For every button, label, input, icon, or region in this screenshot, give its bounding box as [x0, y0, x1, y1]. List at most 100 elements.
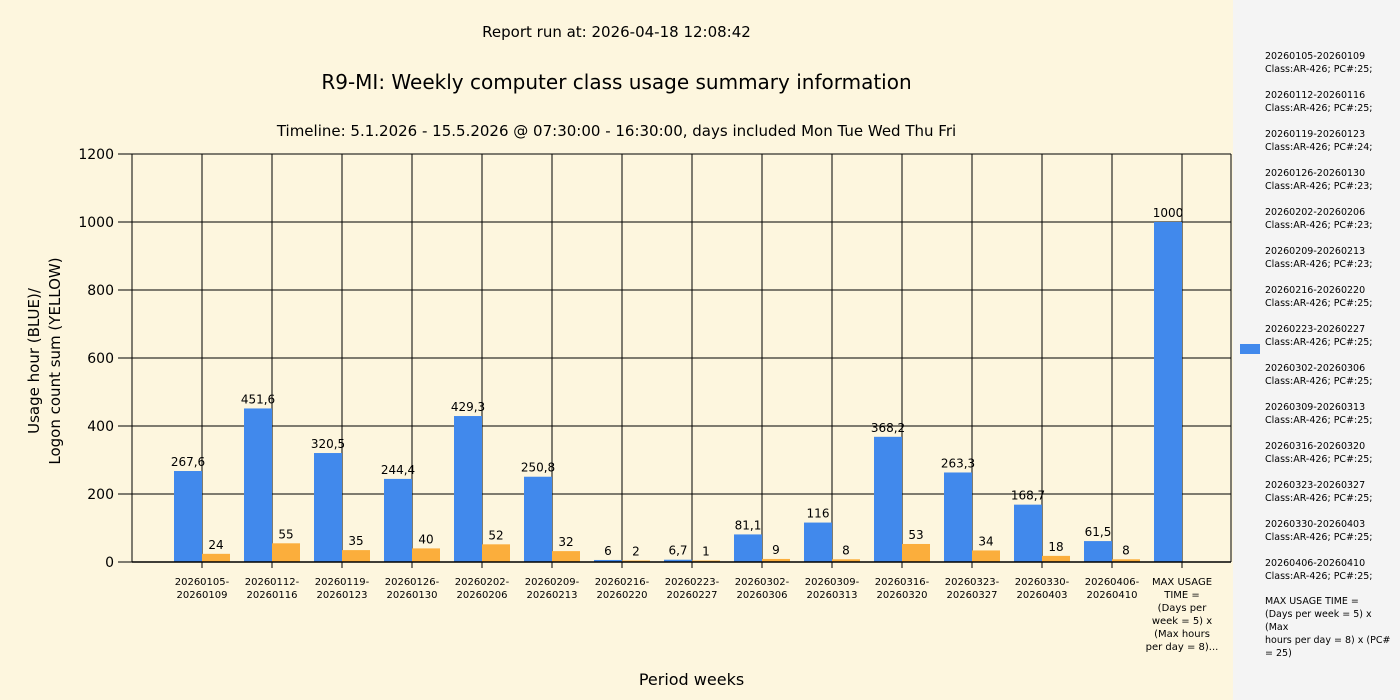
legend-period: 20260223-20260227	[1265, 324, 1366, 335]
legend-period: 20260209-20260213	[1265, 246, 1366, 257]
usage-data-label: 263,3	[941, 456, 975, 470]
logon-bar	[482, 544, 510, 562]
legend-class: Class:AR-426; PC#:25;	[1265, 571, 1373, 582]
usage-bar	[1014, 504, 1042, 562]
usage-data-label: 320,5	[311, 437, 345, 451]
x-tick-label: 20260119-	[315, 577, 370, 588]
timeline-subtitle: Timeline: 5.1.2026 - 15.5.2026 @ 07:30:0…	[276, 122, 957, 140]
legend: 20260105-20260109 Class:AR-426; PC#:25; 20…	[1233, 0, 1400, 700]
x-tick-label: 20260213	[527, 590, 578, 601]
usage-data-label: 1000	[1153, 206, 1184, 220]
logon-data-label: 35	[348, 534, 363, 548]
legend-class: Class:AR-426; PC#:25;	[1265, 493, 1373, 504]
usage-bar	[804, 522, 832, 562]
usage-bar	[734, 534, 762, 562]
usage-data-label: 368,2	[871, 421, 905, 435]
x-tick-label: (Max hours	[1154, 629, 1210, 640]
logon-data-label: 18	[1048, 540, 1063, 554]
logon-bar	[762, 558, 790, 562]
logon-data-label: 8	[842, 543, 850, 557]
logon-data-label: 55	[278, 527, 293, 541]
x-tick-label: 20260123	[317, 590, 368, 601]
logon-bar	[972, 550, 1000, 562]
x-tick-label: 20260130	[387, 590, 438, 601]
x-tick-label: 20260227	[667, 590, 718, 601]
x-tick-label: 20260309-	[805, 577, 860, 588]
x-tick-label: 20260105-	[175, 577, 230, 588]
usage-data-label: 429,3	[451, 400, 485, 414]
usage-bar	[454, 416, 482, 562]
legend-period: 20260302-20260306	[1265, 363, 1366, 374]
logon-data-label: 32	[558, 535, 573, 549]
logon-bar	[902, 543, 930, 562]
usage-bar	[1154, 222, 1182, 562]
legend-period: 20260126-20260130	[1265, 168, 1366, 179]
logon-bar	[832, 559, 860, 562]
usage-data-label: 61,5	[1085, 525, 1112, 539]
usage-bar	[174, 471, 202, 562]
logon-bar	[202, 553, 230, 562]
legend-item: 20260126-20260130 Class:AR-426; PC#:23;	[1265, 167, 1395, 193]
legend-period: 20260309-20260313	[1265, 402, 1366, 413]
legend-class: Class:AR-426; PC#:25;	[1265, 415, 1373, 426]
logon-data-label: 9	[772, 543, 780, 557]
legend-class: Class:AR-426; PC#:25;	[1265, 376, 1373, 387]
x-tick-label: 20260330-	[1015, 577, 1070, 588]
legend-note-line: MAX USAGE TIME =	[1265, 596, 1359, 607]
x-tick-label: 20260306	[737, 590, 788, 601]
legend-item: 20260209-20260213 Class:AR-426; PC#:23;	[1265, 245, 1395, 271]
x-tick-label: 20260116	[247, 590, 298, 601]
y-tick-label: 400	[87, 419, 114, 435]
legend-class: Class:AR-426; PC#:25;	[1265, 454, 1373, 465]
x-tick-label: 20260206	[457, 590, 508, 601]
x-tick-label: 20260209-	[525, 577, 580, 588]
y-tick-label: 600	[87, 351, 114, 367]
legend-swatch-usage	[1240, 344, 1260, 354]
x-tick-label: 20260313	[807, 590, 858, 601]
logon-data-label: 24	[208, 538, 223, 552]
legend-note-line: (Days per week = 5) x (Max	[1265, 609, 1372, 633]
logon-data-label: 2	[632, 545, 640, 559]
logon-data-label: 8	[1122, 543, 1130, 557]
legend-max-usage-note: MAX USAGE TIME = (Days per week = 5) x (M…	[1265, 595, 1395, 660]
legend-period: 20260112-20260116	[1265, 90, 1366, 101]
legend-period: 20260330-20260403	[1265, 519, 1366, 530]
x-axis-label: Period weeks	[638, 670, 745, 689]
legend-class: Class:AR-426; PC#:25;	[1265, 337, 1373, 348]
usage-data-label: 250,8	[521, 461, 555, 475]
legend-item: 20260223-20260227 Class:AR-426; PC#:25;	[1265, 323, 1395, 349]
x-tick-label: 20260220	[597, 590, 648, 601]
logon-bar	[552, 551, 580, 562]
usage-bar	[594, 559, 622, 562]
legend-class: Class:AR-426; PC#:25;	[1265, 103, 1373, 114]
usage-bar	[664, 559, 692, 562]
y-tick-label: 1000	[78, 215, 114, 231]
legend-item: 20260302-20260306 Class:AR-426; PC#:25;	[1265, 362, 1395, 388]
x-tick-label: 20260223-	[665, 577, 720, 588]
logon-data-label: 40	[418, 532, 433, 546]
legend-item: 20260202-20260206 Class:AR-426; PC#:23;	[1265, 206, 1395, 232]
usage-data-label: 267,6	[171, 455, 205, 469]
y-tick-label: 1200	[78, 147, 114, 163]
usage-data-label: 244,4	[381, 463, 415, 477]
chart-title: R9-MI: Weekly computer class usage summa…	[321, 70, 912, 94]
logon-data-label: 53	[908, 528, 923, 542]
legend-item: 20260323-20260327 Class:AR-426; PC#:25;	[1265, 479, 1395, 505]
legend-item: 20260406-20260410 Class:AR-426; PC#:25;	[1265, 557, 1395, 583]
usage-bar	[874, 436, 902, 562]
x-tick-label: (Days per	[1158, 603, 1208, 614]
usage-data-label: 451,6	[241, 392, 275, 406]
x-tick-label: 20260302-	[735, 577, 790, 588]
legend-class: Class:AR-426; PC#:24;	[1265, 142, 1373, 153]
x-tick-label: 20260202-	[455, 577, 510, 588]
x-tick-label: 20260126-	[385, 577, 440, 588]
legend-period: 20260323-20260327	[1265, 480, 1366, 491]
usage-data-label: 81,1	[735, 518, 762, 532]
x-tick-label: 20260316-	[875, 577, 930, 588]
legend-item: 20260309-20260313 Class:AR-426; PC#:25;	[1265, 401, 1395, 427]
legend-period: 20260216-20260220	[1265, 285, 1366, 296]
usage-bar	[524, 476, 552, 562]
x-tick-label: TIME =	[1163, 590, 1200, 601]
legend-item: 20260216-20260220 Class:AR-426; PC#:25;	[1265, 284, 1395, 310]
legend-period: 20260202-20260206	[1265, 207, 1366, 218]
